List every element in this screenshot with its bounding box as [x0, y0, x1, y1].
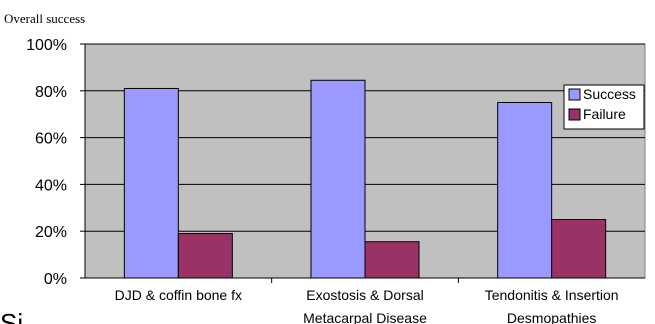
x-tick-label: Metacarpal Disease	[303, 310, 427, 324]
legend-swatch-success	[568, 88, 581, 101]
x-tick-label: DJD & coffin bone fx	[115, 287, 242, 303]
bar-success	[310, 79, 366, 279]
bar-failure	[551, 219, 607, 279]
legend-swatch-failure	[568, 108, 581, 121]
x-tick-label: Tendonitis & Insertion	[485, 287, 619, 303]
y-tick-label: 60%	[35, 131, 67, 148]
legend-label-success: Success	[583, 86, 636, 102]
x-tick-label: Exostosis & Dorsal	[306, 287, 423, 303]
y-tick-label: 40%	[35, 177, 67, 194]
bar-failure	[364, 241, 420, 279]
bar-success	[497, 102, 553, 279]
y-tick-label: 100%	[26, 37, 67, 54]
y-tick-label: 20%	[35, 224, 67, 241]
x-tick-labels: DJD & coffin bone fx Exostosis & Dorsal Me…	[115, 278, 619, 324]
stray-text: Si	[0, 308, 23, 324]
bar-failure	[177, 233, 233, 279]
y-tick-labels: 0% 20% 40% 60% 80% 100%	[26, 37, 67, 288]
legend: Success Failure	[563, 84, 645, 130]
bars	[123, 79, 607, 279]
bar-success	[123, 87, 179, 279]
legend-label-failure: Failure	[583, 106, 626, 122]
y-tick-label: 80%	[35, 84, 67, 101]
chart-title: Overall success	[4, 11, 85, 26]
x-tick-label: Desmopathies	[507, 310, 597, 324]
y-tick-label: 0%	[44, 271, 67, 288]
